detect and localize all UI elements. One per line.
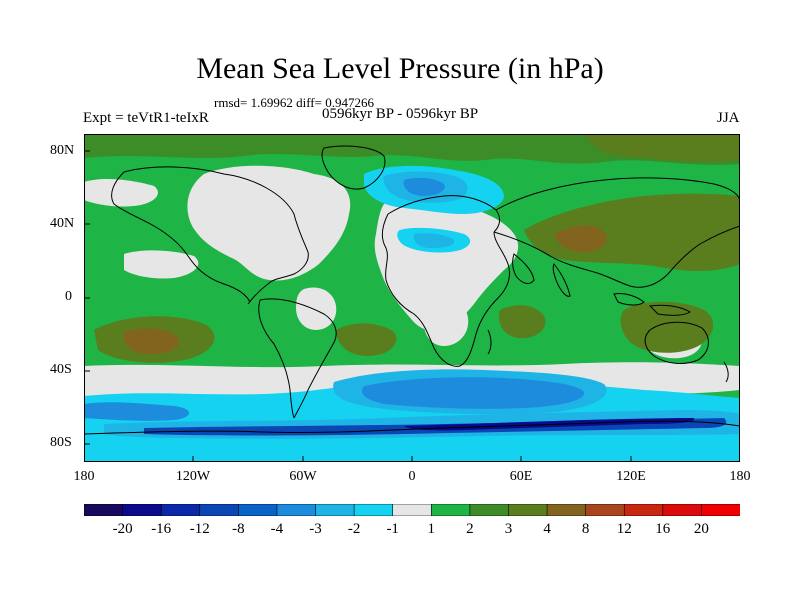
- colorbar-label: 12: [616, 521, 632, 537]
- lon-tick-120w: 120W: [175, 469, 211, 484]
- stats-text: rmsd= 1.69962 diff= 0.947266: [214, 95, 374, 110]
- experiment-label: Expt = teVtR1-teIxR: [83, 110, 209, 126]
- colorbar-swatch: [315, 504, 355, 516]
- colorbar-swatch: [122, 504, 162, 516]
- colorbar-swatch: [430, 504, 471, 516]
- field-brown-indian-ocean: [498, 305, 546, 339]
- colorbar-label: 20: [693, 521, 709, 537]
- lat-tick-40s: 40S: [50, 362, 72, 377]
- colorbar-swatch: [353, 504, 394, 516]
- lon-tick-60w: 60W: [289, 469, 317, 484]
- colorbar-label: -4: [270, 521, 284, 537]
- field-blue-north-atlantic: [403, 177, 445, 196]
- field-white-pacific-north: [124, 250, 199, 279]
- colorbar-label: -3: [309, 521, 322, 537]
- colorbar-label: -1: [386, 521, 399, 537]
- field-white-north-atlantic: [187, 165, 351, 281]
- coastlines: [84, 145, 740, 435]
- colorbar-swatch: [469, 504, 510, 516]
- field-arctic-band: [84, 134, 740, 165]
- field-lightblue-mediterranean: [413, 233, 455, 248]
- lon-tick-60e: 60E: [509, 469, 533, 484]
- field-brown-australia-east: [620, 301, 714, 353]
- pressure-map: [84, 134, 740, 462]
- colorbar-swatch: [585, 504, 626, 516]
- map-ticks: [84, 150, 632, 462]
- season-label: JJA: [717, 110, 740, 126]
- field-brown-arctic-east: [584, 134, 740, 162]
- period-label: 0596kyr BP - 0596kyr BP: [322, 106, 479, 122]
- colorbar-label: 8: [581, 521, 590, 537]
- colorbar-swatch: [662, 504, 703, 516]
- lat-tick-80s: 80S: [50, 435, 72, 450]
- field-white-south-america-east: [296, 287, 337, 330]
- field-darkbrown-asia: [554, 225, 607, 252]
- colorbar-swatch: [238, 504, 278, 516]
- field-brown-south-atlantic: [336, 323, 397, 356]
- lat-tick-80n: 80N: [50, 143, 75, 158]
- colorbar-label: 2: [466, 521, 474, 537]
- colorbar-label: -8: [232, 521, 245, 537]
- colorbar-label: -2: [347, 521, 361, 537]
- colorbar-swatch: [392, 504, 433, 516]
- map-title: Mean Sea Level Pressure (in hPa): [196, 52, 604, 85]
- colorbar-swatch: [160, 504, 201, 516]
- colorbar-label: -20: [112, 521, 133, 537]
- lat-tick-40n: 40N: [50, 216, 75, 231]
- field-white-south-africa: [423, 297, 469, 346]
- colorbar-label: 1: [427, 521, 436, 537]
- field-darkbrown-south-pacific: [123, 328, 180, 354]
- lon-tick-0: 0: [408, 469, 416, 484]
- lon-tick-180e: 180: [729, 469, 751, 484]
- field-blue-southern-ocean: [362, 377, 585, 409]
- lat-tick-0: 0: [65, 289, 72, 304]
- colorbar-swatch: [623, 504, 664, 516]
- colorbar-swatch: [199, 504, 240, 516]
- field-white-west-north: [84, 179, 158, 207]
- lon-tick-120e: 120E: [616, 469, 646, 484]
- colorbar-label: -12: [189, 521, 210, 537]
- colorbar-label: -16: [151, 521, 172, 537]
- lon-tick-180w: 180: [73, 469, 95, 484]
- colorbar: [84, 504, 740, 516]
- colorbar-swatch: [508, 504, 548, 516]
- colorbar-label: 16: [655, 521, 671, 537]
- field-blue-west-southern: [84, 402, 189, 421]
- colorbar-swatch: [546, 504, 587, 516]
- colorbar-swatch: [701, 504, 740, 516]
- colorbar-swatch: [84, 504, 124, 516]
- colorbar-swatch: [276, 504, 317, 516]
- field-brown-asia: [524, 193, 740, 271]
- colorbar-label: 3: [504, 521, 513, 537]
- colorbar-label: 4: [543, 521, 551, 537]
